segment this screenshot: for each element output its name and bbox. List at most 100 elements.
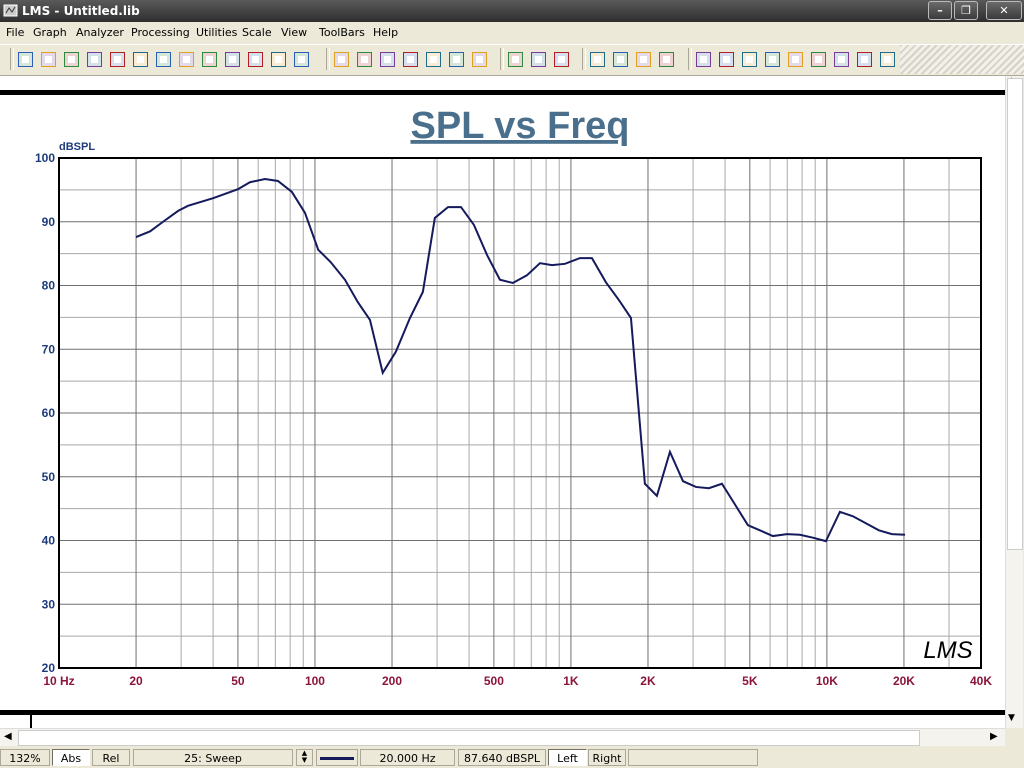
toolbar-button[interactable] xyxy=(64,52,79,67)
scroll-down[interactable]: ▼ xyxy=(1008,713,1015,723)
toolbar-button[interactable] xyxy=(426,52,441,67)
menu-item[interactable]: Utilities xyxy=(196,26,238,39)
toolbar-button[interactable] xyxy=(248,52,263,67)
toolbar-button[interactable] xyxy=(554,52,569,67)
y-tick-label: 100 xyxy=(35,151,55,165)
scroll-right[interactable]: ▶ xyxy=(990,731,998,742)
horizontal-scrollbar[interactable]: ◀ ▶ xyxy=(0,728,1005,746)
spinner[interactable]: ▲ ▼ xyxy=(296,749,313,766)
plot-frame xyxy=(58,157,982,669)
toolbar-button[interactable] xyxy=(472,52,487,67)
toolbar-button[interactable] xyxy=(659,52,674,67)
toolbar-button[interactable] xyxy=(880,52,895,67)
toolbar-separator xyxy=(10,48,14,70)
cursor-mark xyxy=(30,715,32,728)
curve-name: 25: Sweep xyxy=(133,749,293,766)
close-button[interactable]: ✕ xyxy=(986,1,1022,20)
y-tick-label: 80 xyxy=(42,279,56,293)
x-tick-label: 500 xyxy=(484,674,504,688)
cursor-frequency: 20.000 Hz xyxy=(360,749,455,766)
toolbar-button[interactable] xyxy=(636,52,651,67)
toolbar-button[interactable] xyxy=(133,52,148,67)
menu-item[interactable]: File xyxy=(6,26,25,39)
x-tick-label: 50 xyxy=(231,674,245,688)
toolbar-button[interactable] xyxy=(613,52,628,67)
maximize-button[interactable]: ❐ xyxy=(954,1,978,20)
toolbar-button[interactable] xyxy=(202,52,217,67)
y-tick-label: 20 xyxy=(42,661,56,675)
toolbar-separator xyxy=(582,48,586,70)
menu-item[interactable]: Graph xyxy=(33,26,67,39)
scroll-thumb[interactable] xyxy=(18,730,920,746)
y-tick-label: 90 xyxy=(42,215,56,229)
window-title: LMS - Untitled.lib xyxy=(22,4,140,18)
x-tick-label: 2K xyxy=(640,674,656,688)
x-tick-label: 20K xyxy=(893,674,915,688)
toolbar-button[interactable] xyxy=(857,52,872,67)
toolbar-separator xyxy=(326,48,330,70)
menu-item[interactable]: Processing xyxy=(131,26,190,39)
toolbar-button[interactable] xyxy=(87,52,102,67)
app-icon xyxy=(3,4,18,17)
y-tick-label: 30 xyxy=(42,597,56,611)
minimize-button[interactable]: – xyxy=(928,1,952,20)
toolbar-button[interactable] xyxy=(225,52,240,67)
toolbar-button[interactable] xyxy=(271,52,286,67)
frame-bar xyxy=(0,710,1005,715)
cursor-level: 87.640 dBSPL xyxy=(458,749,546,766)
toolbar-button[interactable] xyxy=(380,52,395,67)
toolbar-button[interactable] xyxy=(742,52,757,67)
chart: SPL vs Freq dBSPL 20 30 40 50 60 70 80 90 100 10 … xyxy=(0,90,1005,728)
y-axis-label: dBSPL xyxy=(59,141,95,153)
frame-bar xyxy=(0,90,1005,95)
menu-item[interactable]: Analyzer xyxy=(76,26,124,39)
left-button[interactable]: Left xyxy=(548,749,587,766)
scroll-left[interactable]: ◀ xyxy=(4,731,12,742)
status-bar: 132% Abs Rel 25: Sweep ▲ ▼ 20.000 Hz 87.6… xyxy=(0,748,1024,768)
toolbar-button[interactable] xyxy=(590,52,605,67)
menu-item[interactable]: Scale xyxy=(242,26,272,39)
toolbar-button[interactable] xyxy=(179,52,194,67)
toolbar-button[interactable] xyxy=(765,52,780,67)
toolbar-button[interactable] xyxy=(531,52,546,67)
toolbar-button[interactable] xyxy=(811,52,826,67)
menu-item[interactable]: ToolBars xyxy=(319,26,365,39)
toolbar-button[interactable] xyxy=(508,52,523,67)
toolbar-button[interactable] xyxy=(334,52,349,67)
x-tick-label: 5K xyxy=(742,674,758,688)
x-tick-label: 100 xyxy=(305,674,325,688)
toolbar-button[interactable] xyxy=(110,52,125,67)
toolbar-button[interactable] xyxy=(294,52,309,67)
status-field xyxy=(628,749,758,766)
x-tick-label: 1K xyxy=(563,674,579,688)
toolbar-button[interactable] xyxy=(696,52,711,67)
toolbar-button[interactable] xyxy=(719,52,734,67)
line-sample xyxy=(316,749,358,766)
toolbar-button[interactable] xyxy=(403,52,418,67)
right-button[interactable]: Right xyxy=(588,749,626,766)
scroll-thumb[interactable] xyxy=(1007,78,1023,550)
toolbar-separator xyxy=(500,48,504,70)
rel-button[interactable]: Rel xyxy=(92,749,130,766)
data-line xyxy=(135,178,906,543)
x-tick-label: 10K xyxy=(816,674,838,688)
toolbar-button[interactable] xyxy=(357,52,372,67)
y-tick-label: 40 xyxy=(42,534,56,548)
toolbar-button[interactable] xyxy=(18,52,33,67)
y-tick-label: 60 xyxy=(42,406,56,420)
x-tick-label: 40K xyxy=(970,674,992,688)
menu-item[interactable]: View xyxy=(281,26,308,39)
abs-button[interactable]: Abs xyxy=(52,749,90,766)
toolbar-button[interactable] xyxy=(41,52,56,67)
toolbar xyxy=(0,44,1024,76)
x-tick-label: 200 xyxy=(382,674,402,688)
menu-item[interactable]: Help xyxy=(373,26,399,39)
toolbar-button[interactable] xyxy=(156,52,171,67)
toolbar-button[interactable] xyxy=(834,52,849,67)
chart-title: SPL vs Freq xyxy=(411,105,630,147)
vertical-scrollbar[interactable]: ▲ ▼ xyxy=(1005,76,1023,728)
y-tick-label: 50 xyxy=(42,470,56,484)
toolbar-button[interactable] xyxy=(449,52,464,67)
menu-bar: File Graph Analyzer Processing Utilities… xyxy=(0,22,1024,43)
toolbar-button[interactable] xyxy=(788,52,803,67)
